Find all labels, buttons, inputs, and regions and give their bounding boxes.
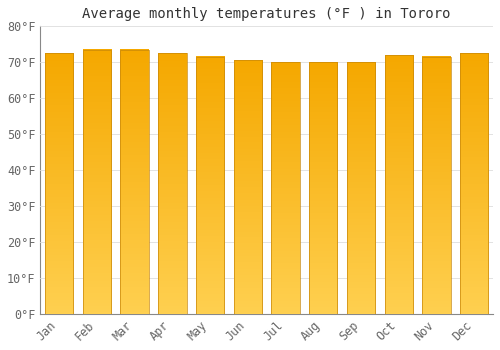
Bar [196,57,224,314]
Bar [83,50,111,314]
Bar [422,57,450,314]
Bar [120,50,149,314]
Bar [460,53,488,314]
Bar [234,61,262,314]
Bar [45,53,74,314]
Title: Average monthly temperatures (°F ) in Tororo: Average monthly temperatures (°F ) in To… [82,7,451,21]
Bar [347,62,375,314]
Bar [384,55,413,314]
Bar [309,62,338,314]
Bar [272,62,299,314]
Bar [158,53,186,314]
